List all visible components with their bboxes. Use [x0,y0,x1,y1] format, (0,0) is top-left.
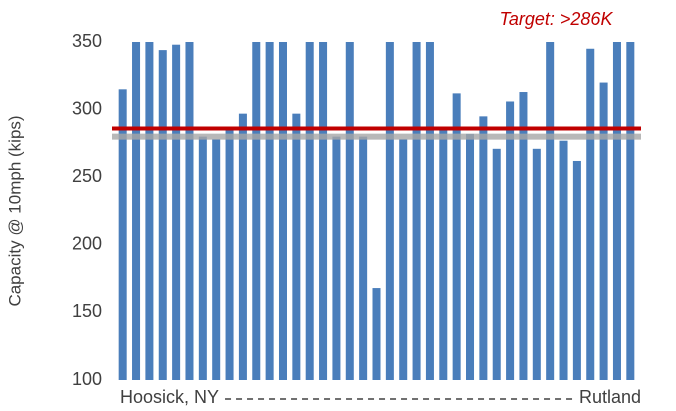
bar [265,42,274,380]
bar [238,113,247,380]
bar [185,42,194,380]
bar [225,128,234,380]
bar [198,136,207,380]
bar [572,160,581,380]
reference-band [112,133,641,140]
bar [412,42,421,380]
bar [586,48,595,380]
x-tick-label: Rutland [579,387,641,407]
bar [599,82,608,380]
bar [559,140,568,380]
bar [359,136,368,380]
bar [319,42,328,380]
bar [452,93,461,380]
bar [479,116,488,381]
bar [439,128,448,380]
bar [158,50,167,380]
bar [626,42,635,380]
bar [399,139,408,380]
bar [612,42,621,380]
y-tick-label: 150 [72,301,102,321]
bar [145,42,154,380]
bar [372,288,381,380]
y-tick-label: 350 [72,31,102,51]
bar [332,136,341,380]
bar [345,42,354,380]
y-tick-label: 250 [72,166,102,186]
bar [118,89,127,380]
bar [132,42,141,380]
bar [212,139,221,380]
bar [532,148,541,380]
bar [172,44,181,380]
y-tick-label: 200 [72,234,102,254]
x-tick-label: Hoosick, NY [120,387,219,407]
bar [546,42,555,380]
bar [305,42,314,380]
bar [492,148,501,380]
bar [466,133,475,380]
bar [278,42,287,380]
bar [385,42,394,380]
y-tick-label: 100 [72,369,102,389]
bar [519,92,528,381]
bar [292,113,301,380]
target-annotation: Target: >286K [500,9,614,29]
bar [425,42,434,380]
y-axis-label: Capacity @ 10mph (kips) [5,115,24,306]
bar [506,101,515,380]
bar [252,42,261,380]
y-tick-label: 300 [72,98,102,118]
